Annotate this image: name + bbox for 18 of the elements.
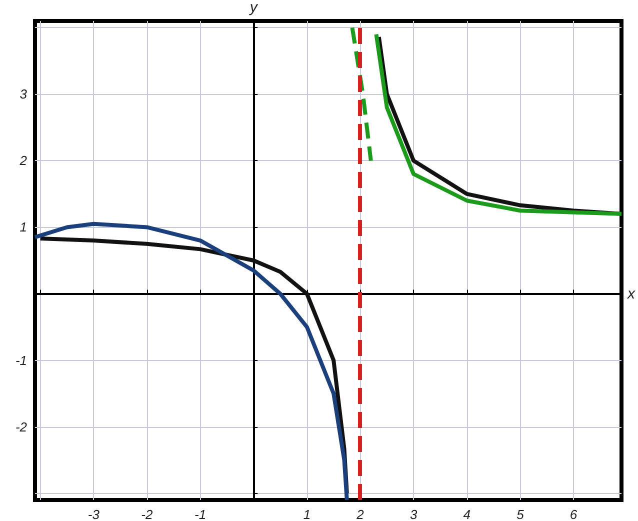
x-tick-label: -1: [194, 507, 206, 521]
line-series: [33, 222, 349, 502]
x-tick-label: 3: [410, 507, 418, 521]
x-tick-label: 5: [516, 507, 525, 521]
y-tick-label: 3: [20, 86, 28, 102]
x-axis-title: x: [626, 285, 636, 302]
x-tick-label: -2: [141, 507, 154, 521]
y-tick-label: -1: [15, 352, 27, 368]
y-tick-label: -2: [15, 419, 28, 434]
x-tick-label: -3: [88, 507, 100, 521]
x-tick-label: 2: [356, 507, 365, 521]
y-axis-title: y: [248, 0, 259, 16]
x-tick-label: 6: [570, 507, 578, 521]
x-tick-label: 4: [463, 507, 470, 521]
x-tick-label: 1: [303, 507, 311, 521]
y-tick-label: 2: [18, 153, 28, 168]
y-tick-label: 1: [20, 220, 27, 235]
line-series: [374, 32, 624, 216]
